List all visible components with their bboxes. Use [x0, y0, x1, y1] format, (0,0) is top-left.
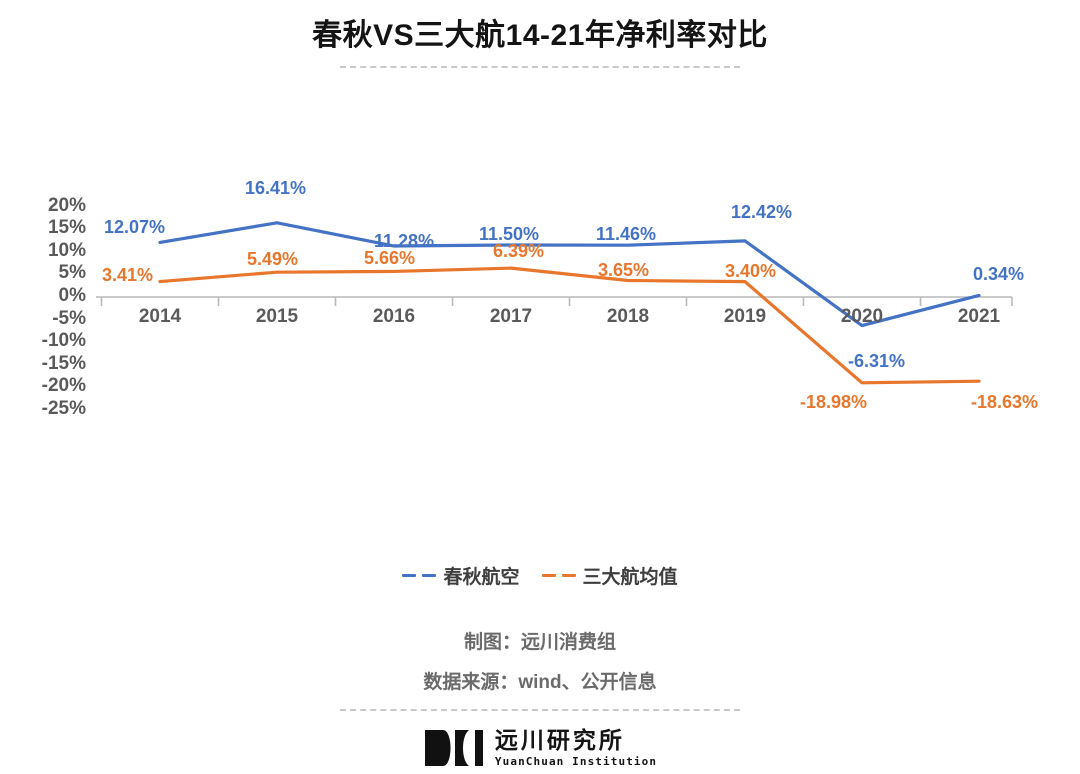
- y-axis-tick-label: 10%: [47, 239, 86, 261]
- y-axis-tick-label: -15%: [41, 352, 86, 374]
- data-label: 3.41%: [102, 264, 154, 285]
- y-axis-tick-label: 15%: [47, 217, 86, 239]
- y-axis-tick-label: -20%: [41, 375, 86, 397]
- y-axis-tick-label: 0%: [58, 285, 86, 306]
- data-label: 0.34%: [973, 264, 1025, 285]
- legend-item-2[interactable]: 三大航均值: [541, 562, 678, 589]
- plot-area: [96, 221, 1013, 385]
- series-line-1: [158, 221, 981, 328]
- line-chart-svg: [96, 221, 1013, 385]
- axis-group: [96, 296, 1013, 306]
- top-divider: [340, 66, 740, 68]
- logo-name-en: YuanChuan Institution: [494, 755, 658, 768]
- data-label: 11.50%: [479, 224, 540, 245]
- x-axis-tick-label: 2020: [840, 306, 884, 327]
- logo-text: 远川研究所 YuanChuan Institution: [494, 727, 658, 768]
- y-axis-tick-label: -5%: [52, 307, 86, 329]
- data-label: 12.07%: [104, 217, 166, 238]
- data-label: -6.31%: [848, 350, 906, 371]
- x-axis-tick-label: 2017: [489, 306, 533, 327]
- y-axis-tick-label: -25%: [41, 398, 86, 419]
- source-note: 数据来源：wind、公开信息: [423, 672, 657, 693]
- data-label: 16.41%: [245, 177, 307, 198]
- data-label: 3.40%: [725, 260, 777, 281]
- x-axis-tick-label: 2019: [723, 306, 767, 327]
- legend-dash-icon: [402, 574, 437, 577]
- data-label: -18.63%: [971, 392, 1039, 413]
- legend-label: 春秋航空: [443, 567, 520, 588]
- legend-label: 三大航均值: [582, 567, 678, 588]
- x-axis-tick-label: 2021: [957, 306, 1001, 327]
- series-line-2: [158, 266, 981, 385]
- logo-bars-icon: [424, 730, 483, 766]
- data-label: 12.42%: [731, 201, 793, 222]
- legend-item-1[interactable]: 春秋航空: [402, 562, 520, 589]
- data-label: 5.66%: [364, 248, 416, 269]
- y-axis-tick-label: 5%: [58, 262, 86, 284]
- data-label: 5.49%: [247, 249, 299, 270]
- brand-logo: 远川研究所 YuanChuan Institution: [0, 728, 1080, 768]
- y-axis-tick-label: -10%: [41, 330, 86, 352]
- x-axis-tick-label: 2016: [372, 306, 416, 327]
- y-axis-tick-label: 20%: [47, 194, 86, 216]
- data-label: 3.65%: [598, 259, 650, 280]
- x-axis-tick-label: 2015: [255, 306, 299, 327]
- data-label: 11.28%: [374, 231, 435, 251]
- data-label: 11.46%: [596, 224, 657, 245]
- data-label: -18.98%: [800, 391, 868, 412]
- bottom-divider: [340, 709, 740, 711]
- legend-dash-icon: [541, 574, 576, 577]
- x-axis-tick-label: 2014: [138, 306, 182, 327]
- x-axis-tick-label: 2018: [606, 306, 650, 327]
- series-group: [158, 221, 981, 385]
- author-note: 制图：远川消费组: [463, 632, 616, 653]
- chart-title: 春秋VS三大航14-21年净利率对比: [312, 19, 768, 52]
- chart-legend: 春秋航空 三大航均值: [0, 562, 1080, 589]
- data-label: 6.39%: [493, 241, 545, 262]
- logo-name-cn: 远川研究所: [494, 727, 625, 753]
